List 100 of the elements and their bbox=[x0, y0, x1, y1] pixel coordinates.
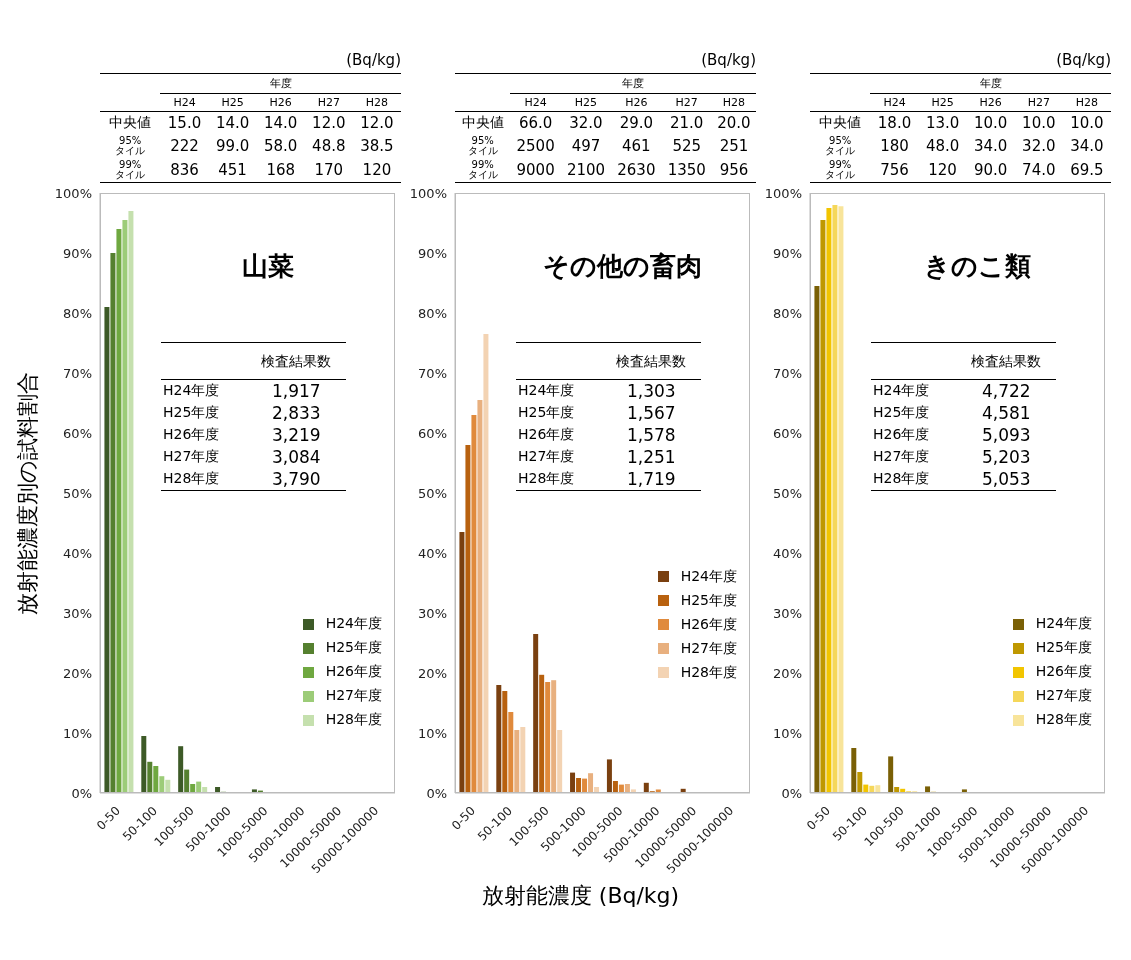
text: 34.0 bbox=[973, 136, 1009, 157]
y-tick-label: 70% bbox=[63, 365, 92, 381]
text: H27 bbox=[316, 95, 341, 111]
y-tick-label: 20% bbox=[773, 665, 802, 681]
text: 168 bbox=[265, 160, 296, 181]
text: 66.0 bbox=[517, 113, 554, 134]
text: H26 bbox=[624, 95, 649, 111]
legend-label: H24年度 bbox=[325, 615, 382, 633]
text: 32.0 bbox=[1021, 136, 1057, 157]
text: 756 bbox=[879, 160, 910, 181]
text: 年度 bbox=[510, 73, 756, 94]
annotation: 1,251 bbox=[626, 446, 677, 468]
annotation: H24年度 bbox=[517, 381, 576, 400]
annotation: 検査結果数 bbox=[260, 352, 333, 371]
text: 251 bbox=[718, 136, 750, 157]
annotation: H28年度 bbox=[872, 469, 931, 488]
annotation: 5,093 bbox=[981, 424, 1032, 446]
text: 34.0 bbox=[1069, 136, 1105, 157]
text: (Bq/kg) bbox=[700, 51, 756, 71]
text: 2500 bbox=[515, 136, 556, 157]
text: その他の畜肉 bbox=[542, 250, 703, 283]
text: 38.5 bbox=[359, 136, 395, 157]
legend-label: H26年度 bbox=[1035, 663, 1092, 681]
text: 2630 bbox=[616, 160, 657, 181]
y-tick-label: 100% bbox=[54, 185, 92, 201]
y-tick-label: 50% bbox=[773, 485, 802, 501]
legend-label: H27年度 bbox=[325, 687, 382, 705]
text: 1350 bbox=[666, 160, 707, 181]
text: 99% タイル bbox=[114, 158, 147, 182]
y-tick-label: 40% bbox=[63, 545, 92, 561]
legend-label: H25年度 bbox=[680, 591, 737, 610]
annotation: H26年度 bbox=[517, 425, 576, 444]
y-tick-label: 40% bbox=[773, 545, 802, 561]
annotation: 4,581 bbox=[981, 402, 1032, 424]
text: 836 bbox=[169, 160, 200, 181]
y-tick-label: 30% bbox=[418, 605, 447, 621]
y-tick-label: 0% bbox=[781, 785, 802, 801]
annotation: H27年度 bbox=[517, 447, 576, 466]
text: 中央値 bbox=[818, 113, 863, 132]
y-tick-label: 30% bbox=[773, 605, 802, 621]
y-tick-label: 20% bbox=[63, 665, 92, 681]
annotation: 4,722 bbox=[981, 380, 1032, 402]
text: 90.0 bbox=[973, 160, 1009, 181]
annotation: H24年度 bbox=[872, 381, 931, 400]
y-tick-label: 60% bbox=[773, 425, 802, 441]
text: 497 bbox=[570, 136, 602, 157]
annotation: 3,219 bbox=[271, 424, 322, 446]
y-tick-label: 80% bbox=[63, 305, 92, 321]
legend-label: H25年度 bbox=[325, 639, 382, 657]
text: 年度 bbox=[160, 73, 401, 94]
annotation: H25年度 bbox=[517, 403, 576, 422]
text: H27 bbox=[674, 95, 699, 111]
text: 180 bbox=[879, 136, 910, 157]
text: H24 bbox=[882, 95, 907, 111]
annotation: 3,790 bbox=[271, 468, 322, 491]
annotation: H28年度 bbox=[162, 469, 221, 488]
text: H27 bbox=[1026, 95, 1051, 111]
y-tick-label: 90% bbox=[773, 245, 802, 261]
text: 10.0 bbox=[1021, 113, 1057, 134]
y-tick-label: 10% bbox=[773, 725, 802, 741]
x-axis-title: 放射能濃度 (Bq/kg) bbox=[480, 882, 681, 910]
legend-label: H26年度 bbox=[680, 615, 737, 634]
annotation: H28年度 bbox=[517, 469, 576, 488]
text: H28 bbox=[721, 95, 747, 111]
legend-label: H28年度 bbox=[325, 711, 382, 729]
y-tick-label: 60% bbox=[418, 425, 447, 441]
text: 99% タイル bbox=[466, 158, 499, 182]
annotation: H25年度 bbox=[872, 403, 931, 422]
text: (Bq/kg) bbox=[1055, 51, 1111, 71]
text: 48.0 bbox=[924, 136, 961, 157]
text: 10.0 bbox=[1069, 113, 1105, 134]
text: きのこ類 bbox=[923, 250, 1032, 283]
legend-label: H24年度 bbox=[680, 567, 737, 586]
text: H24 bbox=[523, 95, 548, 111]
annotation: 検査結果数 bbox=[970, 352, 1043, 371]
text: 95% タイル bbox=[466, 134, 499, 158]
text: 2100 bbox=[565, 160, 607, 181]
text: 18.0 bbox=[876, 113, 913, 134]
legend-label: H24年度 bbox=[1035, 615, 1092, 633]
text: 956 bbox=[718, 160, 750, 181]
text: 14.0 bbox=[214, 113, 251, 134]
annotation: H26年度 bbox=[162, 425, 221, 444]
y-tick-label: 80% bbox=[418, 305, 447, 321]
y-tick-label: 100% bbox=[409, 185, 447, 201]
y-tick-label: 60% bbox=[63, 425, 92, 441]
text: H25 bbox=[930, 95, 955, 111]
legend-label: H27年度 bbox=[1035, 687, 1092, 705]
annotation: 1,917 bbox=[271, 380, 322, 402]
y-tick-label: 70% bbox=[773, 365, 802, 381]
text: 222 bbox=[169, 136, 200, 157]
legend-label: H28年度 bbox=[1035, 711, 1092, 729]
legend-label: H27年度 bbox=[680, 639, 737, 658]
text: 451 bbox=[217, 160, 248, 181]
y-tick-label: 70% bbox=[418, 365, 447, 381]
text: 13.0 bbox=[924, 113, 961, 134]
text: 461 bbox=[621, 136, 652, 157]
annotation: H24年度 bbox=[162, 381, 221, 400]
annotation: 3,084 bbox=[271, 446, 322, 468]
y-tick-label: 50% bbox=[63, 485, 92, 501]
text: H25 bbox=[220, 95, 245, 111]
